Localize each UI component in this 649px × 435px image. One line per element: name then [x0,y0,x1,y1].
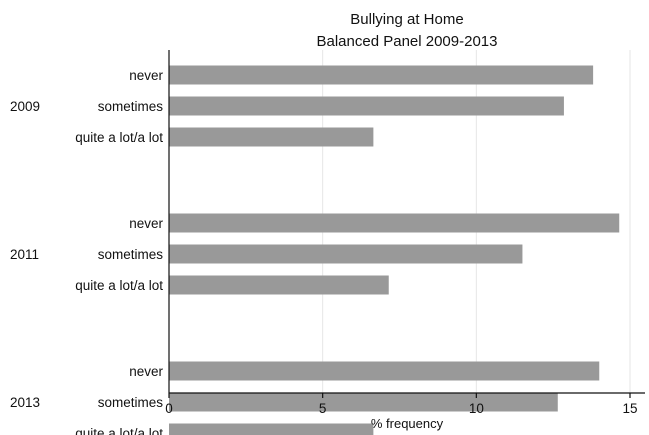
bar-2009-never [169,65,594,85]
category-label: quite a lot/a lot [75,278,163,293]
bar-2013-never [169,361,600,381]
chart-title: Bullying at Home [350,11,463,28]
x-axis-title: % frequency [371,416,444,431]
bar-2013-sometimes [169,392,558,412]
group-label-2011: 2011 [10,247,39,262]
category-label: sometimes [98,99,164,114]
bars [169,65,620,435]
bar-2009-sometimes [169,96,564,116]
category-label: never [129,68,163,83]
x-tick-label-10: 10 [469,401,484,416]
category-label: never [129,216,163,231]
x-axis: 0 5 10 15 [165,50,645,416]
chart-subtitle: Balanced Panel 2009-2013 [317,33,498,50]
category-labels: never sometimes quite a lot/a lot 2009 never… [10,68,163,435]
group-label-2009: 2009 [10,99,40,114]
category-label: sometimes [98,395,164,410]
category-label: sometimes [98,247,164,262]
category-label: quite a lot/a lot [75,426,163,435]
bar-2013-quite-a-lot-a-lot [169,423,374,435]
x-tick-label-5: 5 [319,401,327,416]
bar-2009-quite-a-lot-a-lot [169,127,374,147]
category-label: quite a lot/a lot [75,130,163,145]
bar-2011-never [169,213,620,233]
x-tick-label-0: 0 [165,401,173,416]
category-label: never [129,364,163,379]
x-tick-label-15: 15 [622,401,637,416]
bar-2011-quite-a-lot-a-lot [169,275,389,295]
group-label-2013: 2013 [10,395,40,410]
bar-2011-sometimes [169,244,523,264]
